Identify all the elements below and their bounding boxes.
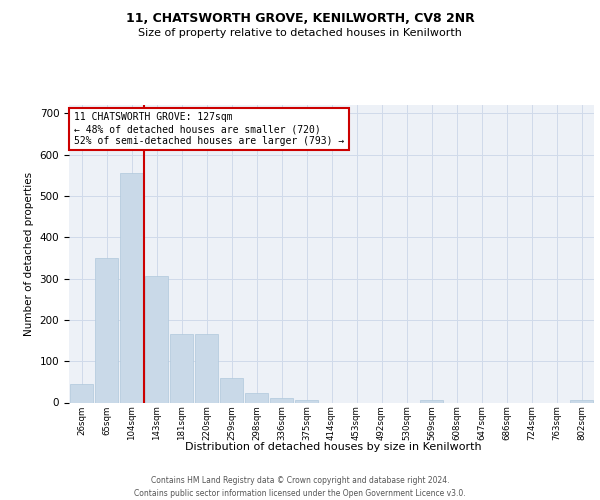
Bar bbox=[95, 258, 118, 402]
Bar bbox=[70, 384, 93, 402]
Text: Contains HM Land Registry data © Crown copyright and database right 2024.
Contai: Contains HM Land Registry data © Crown c… bbox=[134, 476, 466, 498]
Bar bbox=[195, 334, 218, 402]
Text: Size of property relative to detached houses in Kenilworth: Size of property relative to detached ho… bbox=[138, 28, 462, 38]
Bar bbox=[420, 400, 443, 402]
Bar bbox=[570, 400, 593, 402]
Bar bbox=[220, 378, 243, 402]
Bar bbox=[270, 398, 293, 402]
Text: 11 CHATSWORTH GROVE: 127sqm
← 48% of detached houses are smaller (720)
52% of se: 11 CHATSWORTH GROVE: 127sqm ← 48% of det… bbox=[74, 112, 344, 146]
Text: 11, CHATSWORTH GROVE, KENILWORTH, CV8 2NR: 11, CHATSWORTH GROVE, KENILWORTH, CV8 2N… bbox=[125, 12, 475, 26]
Bar bbox=[245, 394, 268, 402]
Y-axis label: Number of detached properties: Number of detached properties bbox=[24, 172, 34, 336]
Bar bbox=[145, 276, 168, 402]
Bar bbox=[120, 173, 143, 402]
Text: Distribution of detached houses by size in Kenilworth: Distribution of detached houses by size … bbox=[185, 442, 481, 452]
Bar bbox=[170, 334, 193, 402]
Bar bbox=[295, 400, 318, 402]
